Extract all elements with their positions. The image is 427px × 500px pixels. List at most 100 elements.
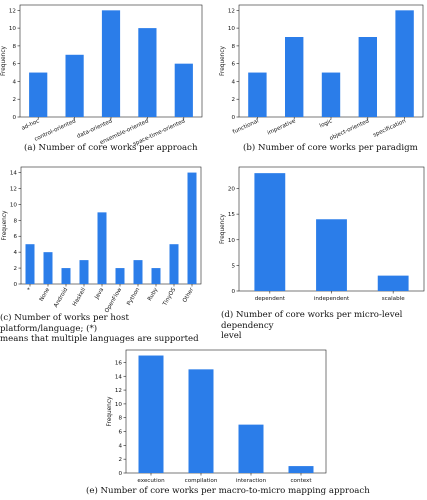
chart-a-caption: (a) Number of core works per approach — [24, 143, 198, 153]
chart-e-ytick-label: 4 — [118, 443, 122, 449]
chart-a-ytick-label: 2 — [12, 97, 16, 103]
chart-d-ytick-label: 20 — [228, 187, 236, 193]
chart-e-xtick-label: execution — [137, 478, 165, 484]
chart-c-xtick-label: Android — [53, 287, 69, 309]
chart-d-ytick-label: 0 — [231, 289, 235, 295]
chart-c-ytick-label: 12 — [10, 186, 17, 192]
chart-e-ylabel: Frequency — [107, 396, 113, 427]
chart-a-ylabel: Frequency — [1, 45, 7, 76]
chart-b-bar — [248, 72, 267, 117]
chart-e-xtick-label: compilation — [185, 478, 218, 484]
chart-d-xtick-label: dependent — [255, 296, 286, 302]
chart-panel-c: 0 2 4 6 8 10 12 14 Frequency * None Android Haskell J… — [0, 163, 213, 348]
chart-b-xtick-label: functional — [232, 118, 260, 135]
chart-c-bar — [43, 252, 53, 284]
chart-c-bar — [61, 268, 71, 284]
chart-c-xtick-label: Python — [126, 287, 141, 307]
chart-c-xtick-label: Haskell — [72, 287, 87, 308]
chart-b-bar — [358, 37, 377, 117]
chart-c-xtick-label: Ruby — [147, 286, 160, 302]
chart-b-xtick-label: specification — [372, 118, 407, 139]
chart-panel-e: 0 2 4 6 8 10 12 14 16 Frequency execution compilati… — [100, 345, 340, 500]
chart-c-ytick-label: 14 — [10, 171, 18, 177]
chart-c-bar — [187, 172, 197, 284]
chart-a-ytick-label: 8 — [12, 44, 16, 50]
chart-e-plot-frame — [125, 349, 327, 474]
chart-d-ytick-label: 10 — [228, 238, 236, 244]
chart-c-xtick-label: TinyOS — [162, 287, 178, 308]
chart-c-bar — [25, 244, 35, 284]
chart-e-ytick-label: 6 — [118, 430, 122, 436]
chart-a-ytick-label: 6 — [12, 62, 16, 68]
chart-a-bar — [65, 54, 84, 117]
chart-a-xtick-label: ad-hoc — [21, 118, 41, 131]
chart-d-bar — [254, 173, 286, 291]
chart-c-caption: (c) Number of works per host platform/la… — [0, 313, 199, 344]
chart-e-xtick-label: context — [290, 478, 312, 484]
chart-d: 0 5 10 15 20 Frequency dependent independent sca… — [220, 166, 425, 302]
chart-c-ytick-label: 0 — [13, 282, 17, 288]
chart-b-caption: (b) Number of core works per paradigm — [243, 143, 418, 153]
chart-d-xtick-label: independent — [314, 296, 350, 302]
chart-c-ylabel: Frequency — [2, 210, 8, 241]
chart-a-bar — [29, 72, 48, 117]
chart-c-xtick-label: None — [39, 287, 52, 303]
chart-a-bar — [138, 28, 157, 117]
chart-c-bar — [115, 268, 125, 284]
chart-c-ytick-label: 10 — [10, 202, 18, 208]
chart-e-bar — [288, 466, 314, 473]
chart-c-ytick-label: 2 — [13, 266, 17, 272]
chart-c-ytick-label: 4 — [13, 250, 17, 256]
chart-b-xtick-label: logic — [319, 118, 333, 129]
chart-e-ytick-label: 0 — [118, 471, 122, 477]
chart-c-bar — [97, 212, 107, 284]
chart-panel-b: 0 2 4 6 8 10 12 Frequency functional imperative lo… — [213, 0, 427, 165]
chart-b-ytick-label: 12 — [228, 8, 235, 14]
chart-d-ylabel: Frequency — [220, 213, 226, 244]
chart-a-ytick-label: 12 — [9, 8, 16, 14]
chart-a-ytick-label: 10 — [9, 26, 17, 32]
chart-e: 0 2 4 6 8 10 12 14 16 Frequency execution compilati… — [107, 349, 327, 484]
chart-b-xtick-label: object-oriented — [329, 118, 371, 142]
chart-e-bar — [138, 355, 164, 473]
chart-a-ytick-label: 0 — [12, 115, 16, 121]
chart-c-xtick-label: OpenFlow — [104, 287, 123, 314]
chart-e-ytick-label: 10 — [115, 402, 123, 408]
chart-c-plot-frame — [20, 166, 202, 285]
chart-b-ytick-label: 4 — [231, 79, 235, 85]
chart-b-ytick-label: 8 — [231, 44, 235, 50]
chart-c-xtick-label: Other — [182, 286, 195, 303]
chart-panel-d: 0 5 10 15 20 Frequency dependent independent sca… — [213, 163, 427, 348]
chart-c-bar — [133, 260, 143, 284]
chart-c-bar — [151, 268, 161, 284]
chart-b: 0 2 4 6 8 10 12 Frequency functional imperative lo… — [220, 4, 424, 142]
chart-e-xtick-label: interaction — [236, 478, 267, 484]
chart-b-ylabel: Frequency — [220, 45, 226, 76]
chart-d-ytick-label: 5 — [231, 263, 235, 269]
chart-b-xtick-label: imperative — [267, 118, 297, 136]
chart-c-bar — [169, 244, 179, 284]
chart-b-bar — [321, 72, 341, 117]
chart-e-ytick-label: 12 — [115, 388, 122, 394]
chart-c-ytick-label: 8 — [13, 218, 17, 224]
chart-c-bar — [79, 260, 89, 284]
chart-e-ytick-label: 2 — [118, 457, 122, 463]
chart-b-ytick-label: 6 — [231, 62, 235, 68]
chart-d-ytick-label: 15 — [228, 212, 236, 218]
chart-b-ytick-label: 10 — [228, 26, 236, 32]
chart-panel-a: 0 2 4 6 8 10 12 Frequency ad-hoc control-oriented… — [0, 0, 213, 165]
chart-e-caption: (e) Number of core works per macro-to-mi… — [86, 486, 370, 496]
chart-d-bar — [316, 219, 347, 291]
chart-e-bar — [188, 369, 214, 473]
chart-e-ytick-label: 8 — [118, 416, 122, 422]
chart-e-bar — [238, 424, 264, 473]
chart-c: 0 2 4 6 8 10 12 14 Frequency * None Android Haskell J… — [2, 166, 202, 314]
chart-a-xtick-label: control-oriented — [34, 118, 78, 143]
chart-b-bar — [395, 10, 414, 117]
chart-d-xtick-label: scalable — [382, 296, 406, 302]
chart-d-caption: (d) Number of core works per micro-level… — [221, 310, 403, 341]
chart-c-xtick-label: Java — [94, 287, 106, 301]
chart-a-ytick-label: 4 — [12, 79, 16, 85]
chart-a-bar — [174, 63, 193, 117]
chart-b-ytick-label: 0 — [231, 115, 235, 121]
